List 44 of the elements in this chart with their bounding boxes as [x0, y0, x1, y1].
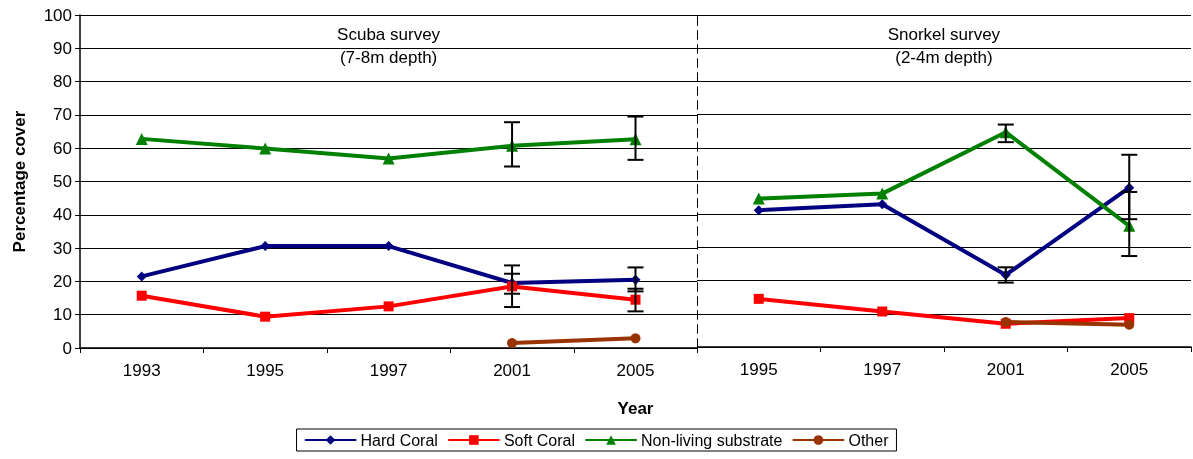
legend-label: Soft Coral [503, 431, 576, 449]
x-tick-label: 1997 [369, 361, 408, 380]
x-tick-label: 2001 [987, 360, 1025, 379]
point [136, 290, 147, 301]
point [383, 301, 394, 312]
y-tick-label: 50 [53, 172, 72, 191]
point [752, 192, 765, 205]
x-axis-title: Year [617, 399, 654, 418]
point [382, 152, 395, 165]
legend-label: Hard Coral [360, 431, 438, 449]
x-tick-label: 1995 [740, 360, 778, 379]
y-tick-label: 90 [53, 38, 72, 58]
x-tick-label: 1993 [122, 361, 161, 380]
legend-label: Non-living substrate [641, 431, 783, 449]
point [630, 333, 641, 344]
x-tick-label: 2005 [616, 361, 655, 380]
point [260, 311, 271, 322]
y-tick-label: 70 [53, 105, 72, 125]
point [136, 271, 147, 282]
point [753, 205, 764, 216]
x-tick-label: 1995 [246, 361, 285, 380]
point [876, 187, 889, 200]
y-tick-label: 10 [53, 305, 72, 325]
x-tick-label: 1997 [863, 360, 902, 379]
point [135, 132, 148, 145]
point [507, 338, 518, 348]
y-tick-label: 40 [53, 205, 72, 225]
y-tick-label: 80 [53, 72, 72, 92]
y-tick-label: 60 [53, 138, 72, 158]
x-tick-label: 2005 [1110, 360, 1149, 379]
text: Snorkel survey (2-4m depth) [887, 25, 1001, 67]
legend-label: Other [848, 431, 890, 449]
x-tick-label: 2001 [493, 361, 531, 380]
point [877, 306, 888, 317]
point [259, 142, 272, 155]
point [753, 293, 764, 304]
point [877, 199, 888, 210]
y-axis-title: Percentage cover [10, 110, 29, 253]
y-tick-label: 100 [43, 5, 72, 25]
y-tick-label: 20 [53, 271, 72, 291]
y-tick-label: 30 [53, 238, 72, 258]
point [1124, 319, 1135, 330]
text: Scuba survey (7-8m depth) [337, 25, 441, 67]
y-tick-label: 0 [62, 338, 72, 358]
